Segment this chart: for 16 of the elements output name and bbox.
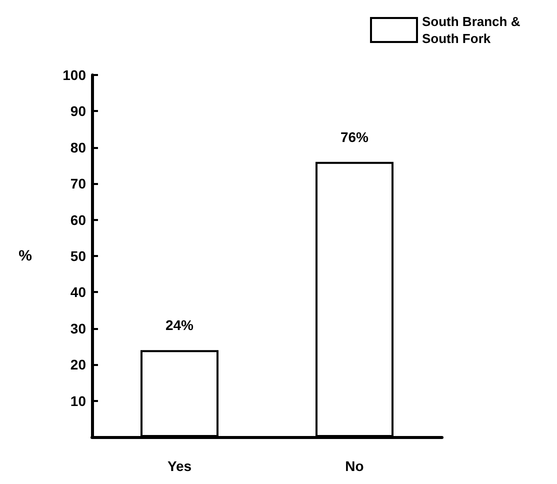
y-tick-label: 70: [70, 176, 86, 192]
y-tick-label: 30: [70, 320, 86, 336]
y-tick-label: 90: [70, 103, 86, 120]
y-tick-label: 100: [62, 67, 86, 83]
legend-label: South Branch & South Fork: [422, 14, 524, 46]
x-tick-label: Yes: [167, 458, 192, 474]
y-tick-label: 40: [70, 284, 86, 300]
y-tick-label: 60: [70, 212, 86, 228]
y-tick-label: 50: [70, 248, 86, 264]
y-tick-label: 10: [70, 392, 86, 409]
data-label: 76%: [340, 128, 370, 145]
y-axis-title: %: [18, 248, 32, 264]
y-tick-label: 80: [70, 139, 86, 156]
data-label: 24%: [165, 317, 194, 334]
y-tick-label: 20: [70, 356, 86, 373]
x-tick-label: No: [345, 458, 364, 474]
